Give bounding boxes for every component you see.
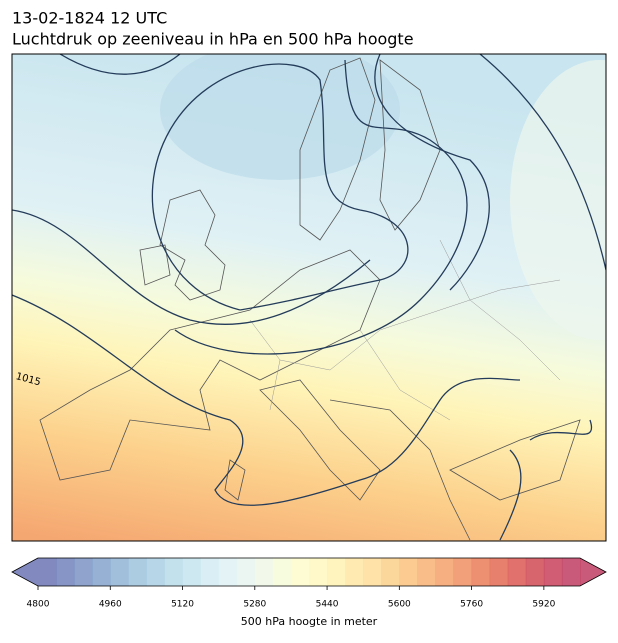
colorbar-band [272, 558, 292, 586]
colorbar-band [92, 558, 111, 586]
colorbar-outline [11, 557, 607, 587]
colorbar-tick-label: 5600 [388, 600, 411, 610]
colorbar-band [525, 558, 545, 586]
colorbar-band [110, 558, 129, 586]
colorbar-tick-label: 4960 [99, 600, 122, 610]
colorbar-band [399, 558, 418, 586]
colorbar-band [489, 558, 509, 586]
colorbar-band [543, 558, 563, 586]
map-frame [11, 53, 607, 542]
colorbar-band [182, 558, 202, 586]
colorbar-band [309, 558, 328, 586]
isobar [151, 63, 409, 311]
isobar [59, 54, 606, 541]
colorbar-band [345, 558, 364, 586]
colorbar-band [146, 558, 165, 586]
colorbar-band [453, 558, 473, 586]
colorbar-band [471, 558, 491, 586]
map-title: 13-02-1824 12 UTC [12, 9, 167, 28]
colorbar-band [435, 558, 455, 586]
colorbar-band [200, 558, 220, 586]
colorbar-band [56, 558, 75, 586]
country-border [249, 239, 561, 421]
colorbar-band [327, 558, 346, 586]
colorbar-band [218, 558, 238, 586]
colorbar-band [236, 558, 256, 586]
colorbar-band [128, 558, 147, 586]
colorbar: 4800 4960 5120 5280 5440 5600 5760 5920 [11, 557, 607, 610]
colorbar-band [254, 558, 274, 586]
isobar [174, 59, 468, 355]
colorbar-band [561, 558, 581, 586]
colorbar-extend-high [580, 558, 606, 586]
map-subtitle: Luchtdruk op zeeniveau in hPa en 500 hPa… [12, 30, 414, 49]
colorbar-label: 500 hPa hoogte in meter [241, 615, 378, 628]
colorbar-band [38, 558, 57, 586]
colorbar-band [363, 558, 382, 586]
colorbar-tick-label: 5280 [243, 600, 266, 610]
colorbar-tick-label: 5440 [316, 600, 339, 610]
high-height-area [510, 60, 606, 340]
isobar [12, 209, 371, 325]
colorbar-band [507, 558, 527, 586]
colorbar-tick-label: 5120 [171, 600, 194, 610]
isobar [12, 294, 521, 506]
colorbar-band [417, 558, 436, 586]
colorbar-tick-label: 4800 [27, 600, 50, 610]
colorbar-band [74, 558, 93, 586]
colorbar-band [164, 558, 184, 586]
colorbar-band [381, 558, 400, 586]
colorbar-band [290, 558, 310, 586]
low-height-area [160, 54, 400, 180]
map-area: 1015 [12, 54, 606, 541]
colorbar-tick-label: 5920 [532, 600, 555, 610]
colorbar-extend-low [12, 558, 38, 586]
coastline [39, 57, 581, 541]
colorbar-tick-label: 5760 [460, 600, 483, 610]
